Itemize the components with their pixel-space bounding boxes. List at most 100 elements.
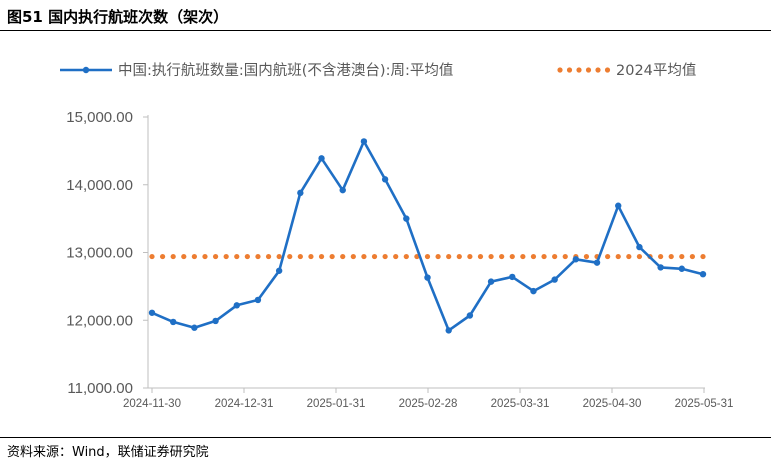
series-point: [636, 243, 643, 251]
series-point: [275, 267, 283, 274]
x-tick-label: 2024-12-31: [215, 398, 274, 410]
avg-point: [350, 253, 356, 260]
series-point: [191, 324, 198, 331]
series-point: [593, 259, 601, 266]
avg-point: [212, 253, 219, 260]
avg-point: [424, 253, 431, 260]
avg-point: [679, 253, 685, 260]
avg-point: [499, 253, 505, 260]
series-point: [551, 276, 558, 283]
legend-label-series: 中国:执行航班数量:国内航班(不含港澳台):周:平均值: [118, 62, 453, 79]
legend-swatch-avg: [585, 67, 592, 73]
avg-point: [276, 253, 282, 260]
series-point: [148, 309, 156, 316]
y-tick-label: 13,000.00: [66, 245, 133, 262]
legend-swatch-avg: [566, 67, 573, 73]
x-tick-label: 2025-02-28: [399, 398, 458, 410]
avg-point: [202, 253, 208, 260]
avg-point: [583, 253, 590, 260]
series-point: [466, 312, 474, 319]
y-tick-label: 14,000.00: [66, 177, 133, 194]
avg-point: [605, 253, 611, 260]
series-line: [151, 140, 704, 332]
series-point: [445, 327, 452, 334]
series-point: [424, 274, 431, 281]
legend-label-avg: 2024平均值: [616, 62, 696, 79]
avg-point: [488, 253, 494, 260]
avg-point: [636, 253, 643, 260]
x-tick-label: 2025-05-31: [675, 398, 734, 410]
legend-swatch-avg: [557, 67, 563, 73]
legend-swatch-avg: [576, 67, 582, 73]
avg-point: [689, 253, 696, 260]
series-point: [212, 317, 219, 325]
y-tick-label: 11,000.00: [67, 380, 133, 397]
avg-point: [668, 253, 674, 260]
y-tick-label: 12,000.00: [66, 312, 133, 329]
avg-point: [615, 253, 621, 260]
avg-point: [159, 253, 166, 260]
series-point: [360, 138, 368, 145]
avg-point: [552, 253, 558, 260]
series-point: [403, 215, 410, 222]
series-point: [254, 296, 262, 304]
series-point: [530, 287, 537, 295]
avg-point: [361, 253, 367, 260]
series-point: [297, 189, 304, 197]
series-point: [318, 155, 325, 162]
line-chart: 11,000.00 12,000.00 13,000.00 14,000.00 15,0…: [60, 62, 734, 410]
series-point: [678, 265, 686, 272]
avg-point: [456, 253, 462, 260]
legend-marker-series: [82, 66, 90, 74]
avg-point: [297, 253, 303, 260]
x-tick-label: 2025-01-31: [307, 398, 366, 410]
avg-point: [170, 253, 176, 260]
avg-point: [658, 253, 664, 260]
x-tick-label: 2025-03-31: [491, 398, 550, 410]
avg-point: [467, 253, 473, 260]
x-tick-label: 2025-04-30: [583, 398, 642, 410]
avg-point: [308, 253, 314, 260]
avg-point: [509, 253, 515, 260]
avg-point: [287, 253, 293, 260]
series-point: [509, 273, 516, 281]
avg-point: [340, 253, 346, 260]
figure-title: 图51 国内执行航班次数（架次）: [7, 8, 229, 26]
bottom-rule: [0, 437, 771, 438]
avg-point: [700, 253, 706, 260]
avg-point: [318, 253, 325, 260]
avg-point: [255, 253, 261, 260]
avg-point: [382, 253, 388, 260]
avg-point: [530, 253, 537, 260]
avg-point: [562, 253, 568, 260]
series-point: [169, 318, 177, 326]
avg-point: [393, 253, 399, 260]
series-point: [487, 278, 495, 285]
avg-point: [149, 253, 155, 260]
avg-point: [520, 253, 526, 260]
avg-point: [329, 253, 335, 260]
y-tick-label: 15,000.00: [66, 109, 133, 126]
avg-point: [626, 253, 632, 260]
avg-point: [234, 253, 240, 260]
series-point: [572, 256, 580, 263]
avg-point: [244, 253, 250, 260]
avg-point: [265, 253, 272, 260]
top-rule: [0, 30, 771, 31]
avg-point: [435, 253, 441, 260]
avg-point: [403, 253, 409, 260]
series-point: [381, 176, 389, 183]
series-point: [615, 202, 622, 209]
legend-swatch-avg: [604, 67, 611, 73]
series-point: [233, 302, 240, 309]
source-note: 资料来源：Wind，联储证券研究院: [7, 445, 209, 460]
avg-point: [181, 253, 187, 260]
avg-point: [223, 253, 229, 260]
series-point: [339, 186, 346, 194]
legend-swatch-avg: [595, 67, 601, 73]
series-point: [657, 264, 664, 271]
avg-point: [371, 253, 378, 260]
series-point: [699, 270, 707, 278]
avg-point: [191, 253, 197, 260]
avg-point: [541, 253, 547, 260]
